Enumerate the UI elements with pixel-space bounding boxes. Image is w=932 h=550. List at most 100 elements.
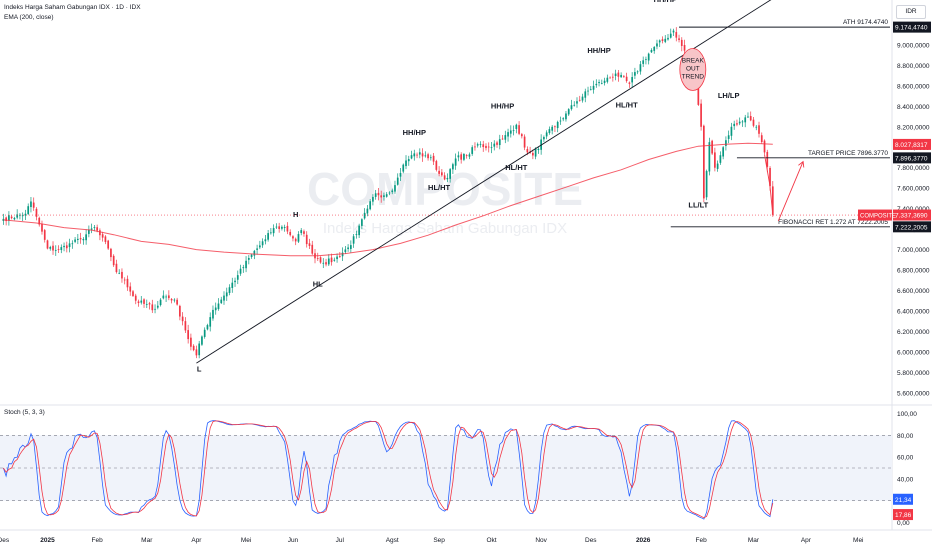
candle-147 [407, 155, 410, 166]
candle-92 [256, 244, 258, 255]
candle-body [573, 104, 576, 106]
candle-body [333, 259, 336, 261]
candle-body [242, 267, 245, 269]
candle-243 [672, 28, 675, 37]
candle-body [184, 321, 187, 331]
candle-body [159, 299, 162, 306]
price-badge-bg-2 [893, 152, 931, 164]
time-tick-17: Mei [853, 537, 863, 544]
candle-51 [143, 298, 145, 308]
stoch-tick-1: 80,00 [897, 433, 914, 440]
price-badge-bg-4 [893, 221, 931, 233]
candle-body [454, 158, 457, 166]
candle-5 [16, 209, 19, 220]
price-tick-1: 5.800,0000 [897, 370, 930, 377]
pattern-label-2: HL [313, 279, 323, 288]
candle-124 [344, 246, 347, 254]
price-tick-5: 6.600,0000 [897, 288, 930, 295]
candle-body [435, 161, 438, 170]
candle-8 [24, 209, 27, 220]
candle-183 [507, 128, 509, 142]
candle-202 [559, 116, 562, 125]
candle-body [247, 258, 250, 260]
candle-body [190, 337, 192, 347]
candle-87 [242, 264, 245, 273]
candle-19 [54, 245, 57, 256]
candle-body [581, 96, 584, 101]
currency-button[interactable]: IDR [896, 5, 926, 19]
candle-body [198, 343, 201, 356]
candle-body [664, 38, 667, 42]
candle-body [60, 247, 63, 251]
candle-body [482, 144, 485, 148]
candle-140 [388, 191, 391, 196]
candle-body [708, 142, 711, 172]
candle-body [614, 73, 617, 76]
stoch-tick-2: 60,00 [897, 455, 914, 462]
candle-215 [595, 79, 598, 88]
candle-body [493, 143, 496, 147]
candle-96 [267, 229, 269, 242]
candle-182 [504, 130, 507, 144]
price-badge-0: 9.174,4740 [895, 25, 928, 32]
candle-body [225, 292, 228, 297]
candle-264 [730, 122, 733, 141]
candle-111 [308, 238, 311, 250]
candle-body [548, 129, 551, 134]
chart-title: Indeks Harga Saham Gabungan IDX · 1D · I… [4, 4, 141, 11]
candle-body [74, 239, 76, 242]
price-badge-2: 7.896,3770 [895, 155, 928, 162]
candle-body [507, 132, 509, 137]
candle-body [305, 234, 308, 245]
candle-body [223, 295, 225, 301]
price-badge-bg-3 [893, 209, 931, 221]
candle-body [96, 227, 98, 231]
candle-body [281, 226, 283, 229]
candle-body [595, 83, 598, 86]
candle-84 [234, 277, 236, 287]
candle-body [758, 125, 760, 134]
candle-body [234, 280, 236, 283]
pattern-label-0: L [197, 364, 202, 373]
candle-body [167, 295, 170, 299]
candle-143 [396, 173, 399, 186]
projection-rally [777, 161, 804, 222]
projection-arrowhead [798, 160, 805, 168]
candle-114 [316, 252, 319, 261]
pattern-label-10: LH/LP [718, 91, 740, 100]
candle-13 [38, 216, 41, 227]
candle-body [327, 258, 330, 265]
candle-body [99, 230, 101, 236]
candle-body [170, 299, 173, 301]
candle-218 [603, 77, 606, 86]
candle-136 [377, 187, 380, 201]
candle-184 [509, 125, 512, 138]
candle-body [107, 240, 110, 249]
candle-245 [678, 34, 680, 43]
candle-197 [545, 130, 548, 140]
candle-230 [636, 70, 639, 75]
candle-body [278, 226, 281, 229]
candle-82 [228, 284, 231, 296]
candle-128 [355, 230, 358, 239]
candle-129 [358, 223, 360, 239]
candle-body [8, 215, 10, 221]
candle-body [567, 109, 570, 115]
candle-body [675, 32, 678, 38]
candle-1 [5, 216, 7, 226]
candle-28 [79, 232, 82, 244]
candle-265 [733, 120, 736, 130]
candle-body [63, 245, 65, 248]
candle-body [297, 234, 300, 242]
candle-body [38, 217, 41, 225]
candle-body [620, 74, 622, 78]
candle-body [449, 169, 451, 179]
candle-body [683, 45, 686, 51]
candle-body [589, 89, 592, 91]
candle-body [228, 287, 231, 293]
candle-0 [2, 213, 5, 225]
time-tick-2: Feb [92, 537, 104, 544]
candle-3 [10, 215, 13, 220]
time-tick-4: Apr [191, 537, 202, 544]
